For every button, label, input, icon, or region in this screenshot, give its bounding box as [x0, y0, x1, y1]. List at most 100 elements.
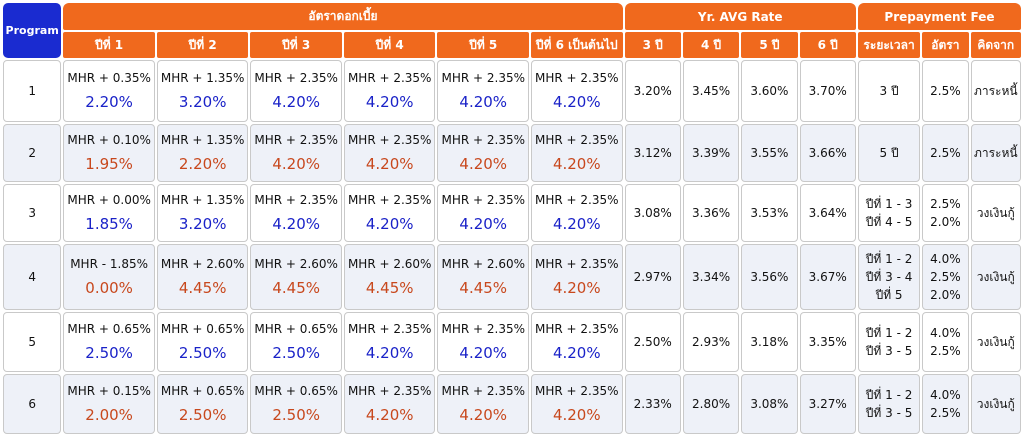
year-rate-cell: MHR + 0.15% 2.00% — [63, 374, 155, 434]
avg-rate-cell: 2.97% — [624, 244, 681, 310]
prepay-period-line: 5 ปี — [879, 146, 899, 160]
effective-rate: 4.45% — [459, 279, 508, 297]
table-header: Program อัตราดอกเบี้ย Yr. AVG Rate Prepa… — [3, 3, 1021, 58]
program-number-cell: 6 — [3, 374, 62, 434]
year-rate-cell: MHR + 2.35% 4.20% — [531, 312, 623, 372]
prepay-rate-line: 2.5% — [930, 406, 961, 420]
avg-rate-cell: 3.45% — [682, 60, 740, 122]
avg-6-year-header: 6 ปี — [799, 32, 856, 58]
avg-rate-cell: 2.93% — [682, 312, 740, 372]
table-body: 1 MHR + 0.35% 2.20% MHR + 1.35% 3.20% MHR + 2… — [3, 60, 1021, 434]
prepay-basis-cell: วงเงินกู้ — [970, 374, 1021, 434]
prepay-period-line: ปีที่ 3 - 4 — [865, 270, 913, 284]
year-rate-cell: MHR + 1.35% 3.20% — [156, 184, 249, 242]
table-row: 6 MHR + 0.15% 2.00% MHR + 0.65% 2.50% MHR + 0… — [3, 374, 1021, 434]
prepay-period-cell: ปีที่ 1 - 3 ปีที่ 4 - 5 — [857, 184, 921, 242]
mhr-formula: MHR + 0.00% — [67, 193, 151, 207]
year-rate-cell: MHR + 2.35% 4.20% — [437, 60, 529, 122]
year-rate-cell: MHR + 1.35% 3.20% — [156, 60, 249, 122]
effective-rate: 4.20% — [365, 155, 414, 173]
prepay-rate-line: 2.5% — [930, 270, 961, 284]
prepay-period-line: ปีที่ 1 - 2 — [865, 252, 913, 266]
prepay-rate-cell: 4.0% 2.5% — [922, 312, 969, 372]
effective-rate: 4.45% — [178, 279, 227, 297]
prepay-rate-cell: 2.5% 2.0% — [922, 184, 969, 242]
effective-rate: 2.50% — [272, 344, 320, 362]
avg-rate-cell: 3.60% — [741, 60, 798, 122]
effective-rate: 4.20% — [459, 155, 508, 173]
mhr-formula: MHR + 2.35% — [347, 71, 432, 85]
program-number-cell: 4 — [3, 244, 62, 310]
year-rate-cell: MHR + 2.35% 4.20% — [343, 312, 436, 372]
prepay-period-line: ปีที่ 4 - 5 — [865, 215, 913, 229]
program-header: Program — [3, 3, 62, 58]
prepay-basis-cell: ภาระหนี้ — [970, 60, 1021, 122]
mhr-formula: MHR + 0.35% — [67, 71, 151, 85]
prepay-period-cell: ปีที่ 1 - 2 ปีที่ 3 - 5 — [857, 374, 921, 434]
mhr-formula: MHR + 2.35% — [535, 257, 619, 271]
avg-rate-cell: 2.80% — [682, 374, 740, 434]
prepay-basis-header: คิดจาก — [970, 32, 1021, 58]
avg-rate-cell: 3.36% — [682, 184, 740, 242]
prepay-period-line: ปีที่ 3 - 5 — [865, 344, 913, 358]
mhr-formula: MHR + 2.35% — [535, 384, 619, 398]
effective-rate: 2.20% — [178, 155, 227, 173]
effective-rate: 4.20% — [365, 215, 414, 233]
interest-rate-group-header: อัตราดอกเบี้ย — [63, 3, 623, 30]
year-rate-cell: MHR + 2.35% 4.20% — [343, 124, 436, 182]
avg-rate-cell: 3.55% — [741, 124, 798, 182]
prepay-period-line: ปีที่ 1 - 2 — [865, 388, 913, 402]
year-rate-cell: MHR + 0.10% 1.95% — [63, 124, 155, 182]
prepay-rate-line: 2.0% — [930, 288, 961, 302]
year-rate-cell: MHR + 2.35% 4.20% — [250, 124, 342, 182]
year-rate-cell: MHR + 2.35% 4.20% — [343, 184, 436, 242]
effective-rate: 3.20% — [178, 93, 227, 111]
mortgage-rate-table: Program อัตราดอกเบี้ย Yr. AVG Rate Prepa… — [1, 1, 1023, 436]
year-rate-cell: MHR + 0.65% 2.50% — [250, 374, 342, 434]
year-rate-cell: MHR + 2.35% 4.20% — [437, 124, 529, 182]
prepay-period-line: ปีที่ 1 - 2 — [865, 326, 913, 340]
effective-rate: 1.95% — [85, 155, 133, 173]
effective-rate: 4.20% — [552, 279, 601, 297]
year-3-header: ปีที่ 3 — [250, 32, 342, 58]
year-rate-cell: MHR + 2.35% 4.20% — [531, 244, 623, 310]
prepay-rate-line: 4.0% — [930, 326, 961, 340]
prepay-rate-line: 2.5% — [930, 344, 961, 358]
mhr-formula: MHR + 2.35% — [535, 322, 619, 336]
mhr-formula: MHR + 2.35% — [347, 133, 432, 147]
table-row: 5 MHR + 0.65% 2.50% MHR + 0.65% 2.50% MHR + 0… — [3, 312, 1021, 372]
avg-rate-cell: 3.18% — [741, 312, 798, 372]
avg-rate-group-header: Yr. AVG Rate — [624, 3, 856, 30]
prepay-rate-line: 2.0% — [930, 215, 961, 229]
effective-rate: 4.20% — [552, 215, 601, 233]
effective-rate: 4.20% — [365, 344, 414, 362]
avg-3-year-header: 3 ปี — [624, 32, 681, 58]
mhr-formula: MHR + 0.65% — [254, 322, 338, 336]
effective-rate: 4.20% — [459, 93, 508, 111]
year-rate-cell: MHR + 0.35% 2.20% — [63, 60, 155, 122]
mhr-formula: MHR + 2.60% — [160, 257, 245, 271]
mhr-formula: MHR + 2.35% — [441, 133, 525, 147]
effective-rate: 2.50% — [85, 344, 133, 362]
effective-rate: 4.20% — [365, 93, 414, 111]
year-rate-cell: MHR - 1.85% 0.00% — [63, 244, 155, 310]
effective-rate: 4.20% — [272, 215, 320, 233]
mhr-formula: MHR + 2.60% — [441, 257, 525, 271]
mhr-formula: MHR + 2.35% — [347, 384, 432, 398]
table-row: 3 MHR + 0.00% 1.85% MHR + 1.35% 3.20% MHR + 2… — [3, 184, 1021, 242]
year-rate-cell: MHR + 2.60% 4.45% — [343, 244, 436, 310]
prepay-rate-line: 2.5% — [930, 197, 961, 211]
mhr-formula: MHR + 2.60% — [254, 257, 338, 271]
prepay-period-cell: ปีที่ 1 - 2 ปีที่ 3 - 5 — [857, 312, 921, 372]
year-rate-cell: MHR + 2.35% 4.20% — [531, 184, 623, 242]
prepay-basis-cell: วงเงินกู้ — [970, 244, 1021, 310]
effective-rate: 4.45% — [272, 279, 320, 297]
prepay-rate-cell: 2.5% — [922, 124, 969, 182]
effective-rate: 2.50% — [178, 406, 227, 424]
program-number-cell: 1 — [3, 60, 62, 122]
mhr-formula: MHR + 2.35% — [441, 384, 525, 398]
mhr-formula: MHR + 2.35% — [254, 193, 338, 207]
prepay-period-line: ปีที่ 5 — [875, 288, 903, 302]
mhr-formula: MHR + 1.35% — [160, 133, 245, 147]
prepay-period-line: ปีที่ 1 - 3 — [865, 197, 913, 211]
